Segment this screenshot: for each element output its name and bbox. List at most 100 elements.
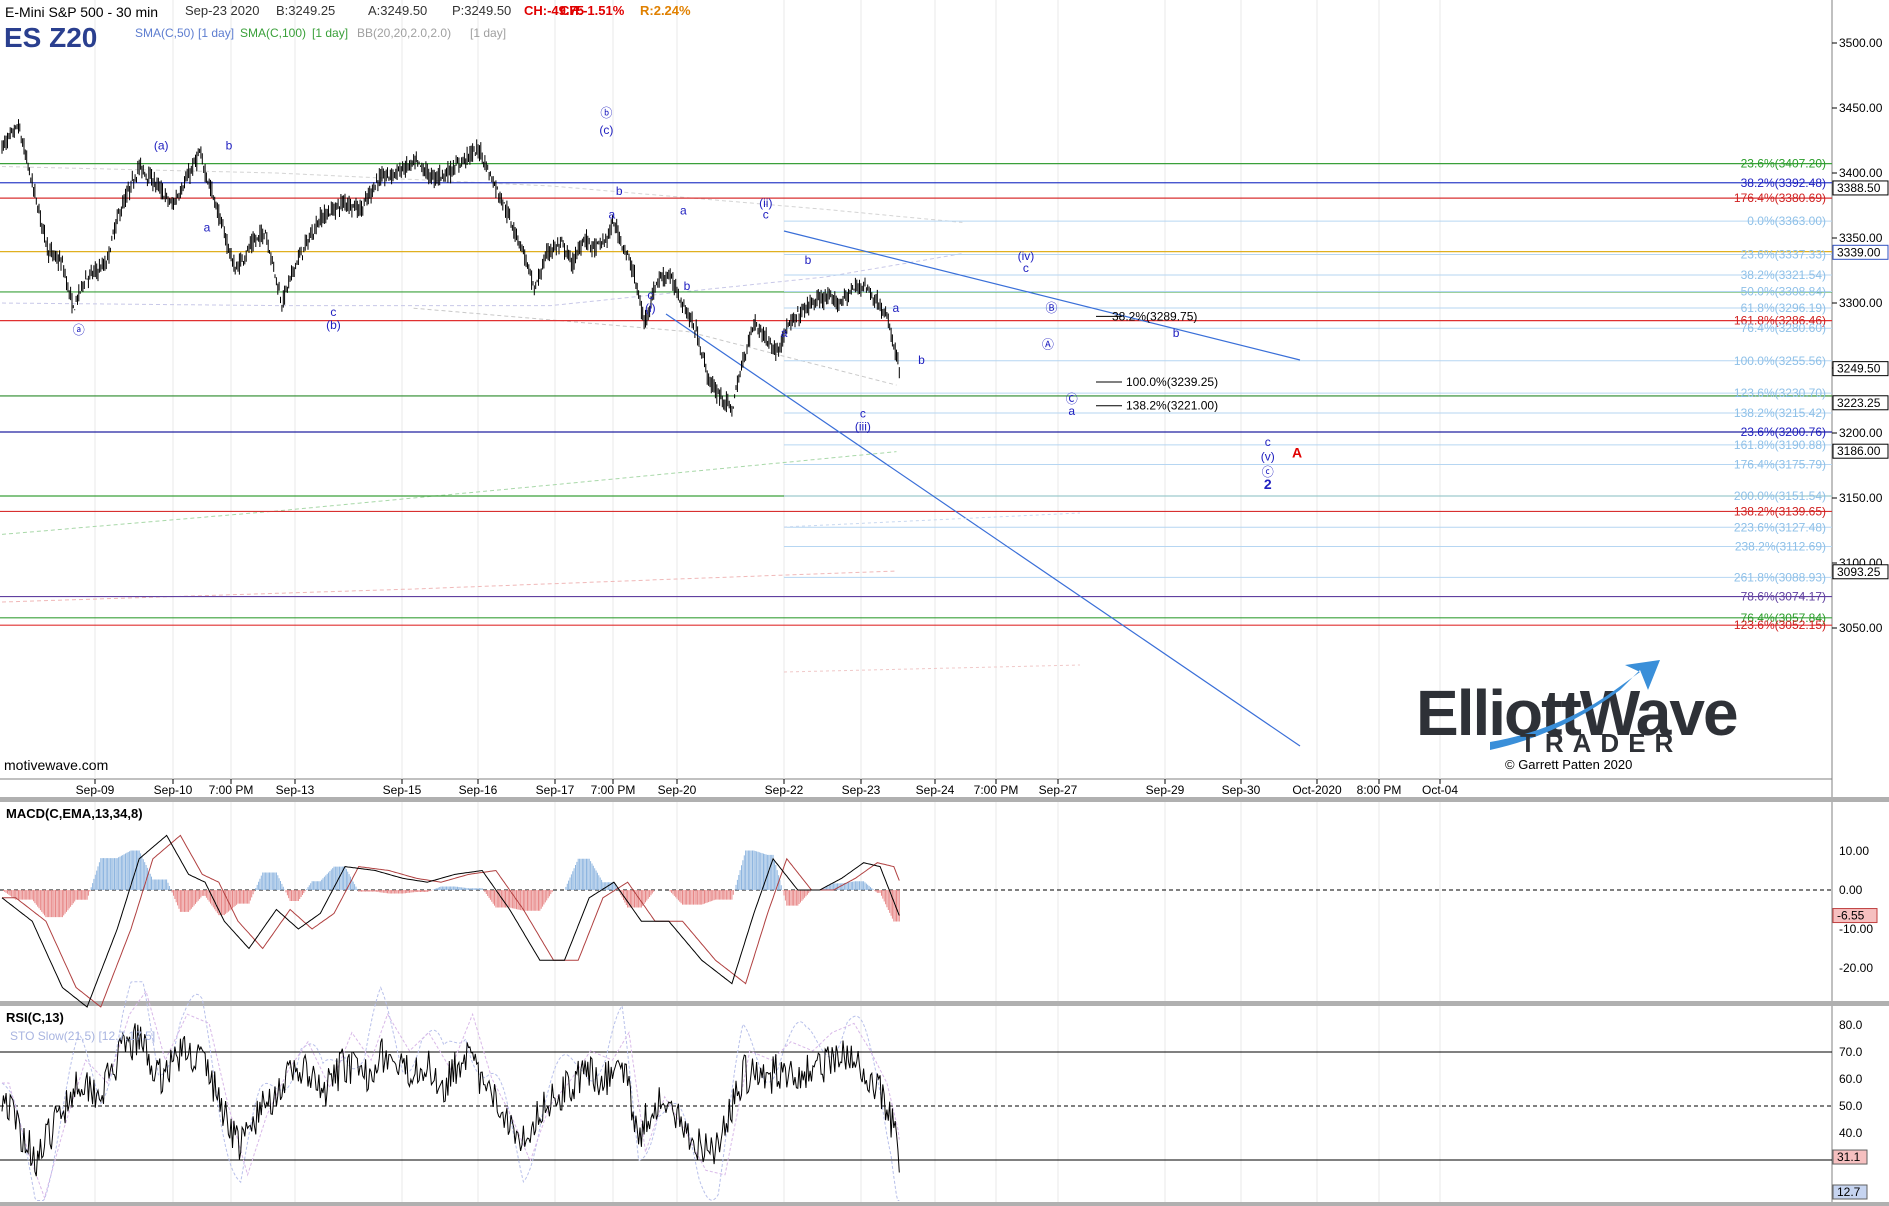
rsi-title: RSI(C,13) — [6, 1010, 64, 1025]
time-label-14: Sep-29 — [1146, 783, 1185, 797]
macd-histogram-positive — [90, 850, 874, 890]
time-label-15: Sep-30 — [1222, 783, 1261, 797]
price-marker-box-5 — [1832, 564, 1889, 580]
wave-label-22: (iv) — [1018, 249, 1035, 263]
bottom-border — [0, 1202, 1889, 1206]
fib-label-0: 23.6%(3407.20) — [1741, 157, 1826, 171]
price-marker-label-4: 3186.00 — [1837, 444, 1881, 458]
header-date: Sep-23 2020 — [185, 3, 259, 18]
wave-label-33: A — [1292, 445, 1302, 461]
sma200-curve — [1, 570, 897, 603]
time-label-12: 7:00 PM — [974, 783, 1019, 797]
price-marker-box-3 — [1832, 395, 1889, 411]
macd-tick-label-1: 0.00 — [1839, 883, 1863, 897]
price-tick-label-2: 3400.00 — [1839, 166, 1883, 180]
rsi-last-label-0: 31.1 — [1837, 1150, 1861, 1164]
fib-label-3: 0.0%(3363.00) — [1747, 214, 1826, 228]
time-label-17: 8:00 PM — [1357, 783, 1402, 797]
logo-text-line2: TRADER — [1520, 728, 1682, 758]
sma-curve-upper — [1, 253, 963, 307]
sma100-curve — [1, 451, 897, 535]
wave-label-5: (b) — [326, 318, 341, 332]
macd-tick-label-2: -10.00 — [1839, 922, 1873, 936]
wave-label-6: ⓑ — [600, 106, 612, 120]
wave-label-26: b — [1173, 326, 1180, 340]
wave-label-14: (ii) — [759, 196, 772, 210]
time-label-10: Sep-23 — [842, 783, 881, 797]
macd-title: MACD(C,EMA,13,34,8) — [6, 806, 143, 821]
rsi-last-box-0 — [1832, 1149, 1868, 1165]
symbol-label: ES Z20 — [4, 22, 97, 53]
wave-label-19: b — [918, 353, 925, 367]
rsi-axis: 80.070.060.050.040.030.031.112.7 — [1832, 1018, 1868, 1200]
price-marker-label-0: 3388.50 — [1837, 181, 1881, 195]
fib-label-2: 176.4%(3380.69) — [1734, 191, 1826, 205]
overlay-sma100-period: [1 day] — [312, 26, 348, 40]
wave-label-13: b — [684, 279, 691, 293]
trendline-lower — [665, 313, 1301, 747]
fib-label-20: 261.8%(3088.93) — [1734, 570, 1826, 584]
price-tick-label-0: 3500.00 — [1839, 36, 1883, 50]
rsi-panel[interactable]: RSI(C,13) STO Slow(21,5) [12.7,17.5] 80.… — [0, 981, 1868, 1201]
rsi-last-box-1 — [1832, 1184, 1868, 1200]
overlay-sma50: SMA(C,50) — [135, 26, 194, 40]
macd-tick-label-0: 10.00 — [1839, 844, 1869, 858]
price-tick-label-4: 3300.00 — [1839, 296, 1883, 310]
price-marker-label-2: 3249.50 — [1837, 362, 1881, 376]
logo-text-line1: ElliottWave — [1416, 677, 1737, 749]
wave-label-15: c — [763, 208, 769, 222]
fib-label-18: 223.6%(3127.48) — [1734, 520, 1826, 534]
fib-label-17: 138.2%(3139.65) — [1734, 504, 1826, 518]
panel-divider-rsi[interactable] — [0, 1001, 1889, 1006]
rsi-plot — [0, 981, 1832, 1201]
wave-label-25: Ⓐ — [1042, 338, 1054, 352]
moving-average-curves — [1, 166, 963, 603]
wave-label-32: 2 — [1264, 476, 1272, 492]
bb-mid-curve — [413, 307, 897, 386]
fib-label-22: 76.4%(3057.84) — [1741, 611, 1826, 625]
bb-upper-curve — [1, 166, 963, 223]
guide-line-b — [783, 664, 1081, 673]
price-tick-label-3: 3350.00 — [1839, 231, 1883, 245]
time-label-5: Sep-16 — [459, 783, 498, 797]
wave-label-24: Ⓑ — [1046, 301, 1058, 315]
price-tick-label-7: 3150.00 — [1839, 491, 1883, 505]
time-label-7: 7:00 PM — [591, 783, 636, 797]
sto-k-line — [1, 981, 900, 1201]
trend-channel — [665, 230, 1301, 747]
wave-label-18: a — [893, 301, 900, 315]
wave-label-16: b — [805, 253, 812, 267]
time-axis: Sep-09 Sep-10 7:00 PM Sep-13 Sep-15 Sep-16 Sep… — [76, 779, 1458, 797]
wave-label-1: b — [226, 139, 233, 153]
rsi-line — [1, 1023, 900, 1177]
target-label-0: 38.2%(3289.75) — [1112, 309, 1197, 323]
fib-label-6: 50.0%(3308.84) — [1741, 285, 1826, 299]
wave-label-8: b — [616, 184, 623, 198]
time-label-9: Sep-22 — [765, 783, 804, 797]
wave-label-17: a — [781, 326, 788, 340]
price-tick-label-1: 3450.00 — [1839, 101, 1883, 115]
price-panel[interactable] — [0, 0, 1832, 779]
price-marker-box-2 — [1832, 361, 1889, 377]
wave-label-10: a — [680, 204, 687, 218]
wave-label-21: (iii) — [855, 419, 871, 433]
logo-copyright: © Garrett Patten 2020 — [1505, 757, 1632, 772]
time-label-6: Sep-17 — [536, 783, 575, 797]
fib-label-12: 138.2%(3215.42) — [1734, 406, 1826, 420]
fib-targets: 38.2%(3289.75) 100.0%(3239.25) 138.2%(3221… — [1096, 309, 1218, 413]
overlay-sma100: SMA(C,100) — [240, 26, 306, 40]
wave-label-9: a — [609, 208, 616, 222]
overlay-bb-period: [1 day] — [470, 26, 506, 40]
logo-arrow-icon — [1490, 660, 1660, 750]
macd-panel[interactable]: MACD(C,EMA,13,34,8) 10.00 0.00 -10.00 -20.0… — [0, 806, 1878, 1008]
panel-divider-macd[interactable] — [0, 797, 1889, 802]
time-label-3: Sep-13 — [276, 783, 315, 797]
fib-label-4: 23.6%(3337.33) — [1741, 247, 1826, 261]
wave-label-0: (a) — [154, 139, 169, 153]
time-label-11: Sep-24 — [916, 783, 955, 797]
target-label-1: 100.0%(3239.25) — [1126, 375, 1218, 389]
wave-label-4: c — [330, 305, 336, 319]
